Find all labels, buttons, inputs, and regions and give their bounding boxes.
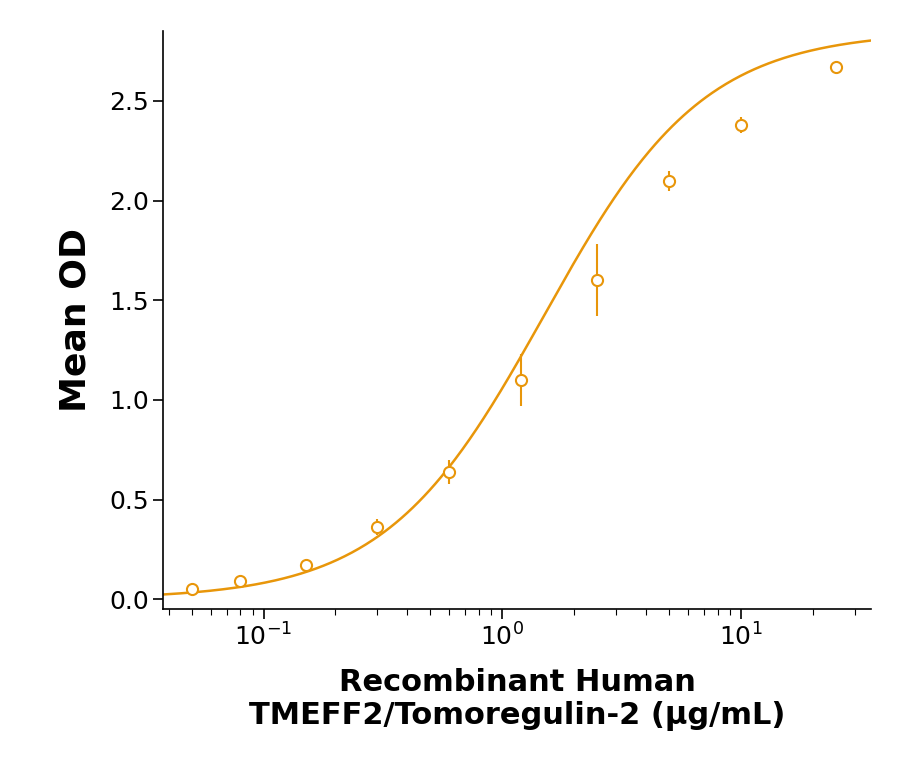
X-axis label: Recombinant Human
TMEFF2/Tomoregulin-2 (μg/mL): Recombinant Human TMEFF2/Tomoregulin-2 (… [249,668,785,731]
Y-axis label: Mean OD: Mean OD [58,228,93,412]
